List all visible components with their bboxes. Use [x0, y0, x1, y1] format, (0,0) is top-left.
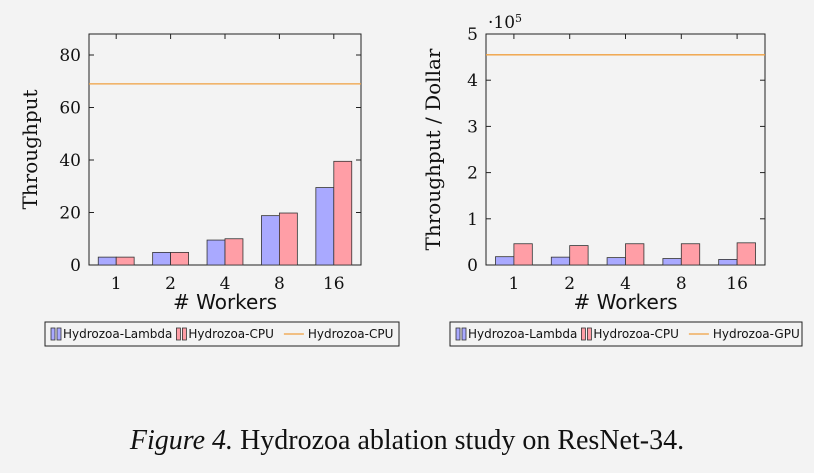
bar-hydrozoa-lambda — [152, 251, 171, 266]
plot-frame — [485, 33, 766, 266]
bar-hydrozoa-cpu — [333, 160, 353, 266]
legend-entry-label: Hydrozoa-CPU — [308, 327, 393, 341]
y-tick-label: 3 — [467, 117, 478, 137]
y-tick-label: 1 — [467, 210, 478, 230]
x-tick-label: 1 — [508, 274, 519, 294]
chart-panel-1: 0 20 40 60 80 1 2 4 8 16 # Workers Throughput Hydroz… — [18, 33, 400, 347]
bar-hydrozoa-cpu — [170, 251, 189, 266]
bar-hydrozoa-lambda — [315, 187, 335, 266]
x-tick-label: 8 — [676, 274, 687, 294]
caption-text: Hydrozoa ablation study on ResNet-34. — [233, 425, 685, 456]
legend-swatch-bar — [50, 327, 56, 341]
x-tick-label: 16 — [323, 274, 345, 294]
bar-hydrozoa-lambda — [261, 215, 280, 266]
y-axis-title: Throughput / Dollar — [421, 48, 445, 250]
bar-hydrozoa-cpu — [224, 238, 244, 266]
y-tick-label: 20 — [59, 204, 81, 224]
legend-entry-label: Hydrozoa-Lambda — [468, 327, 577, 341]
y-tick-label: 60 — [59, 99, 81, 119]
x-tick-label: 1 — [111, 274, 122, 294]
chart-panel-2: 0 1 2 3 4 5 1 2 4 8 16 # Workers Throughput / Dollar… — [421, 12, 803, 347]
bar-hydrozoa-lambda — [662, 258, 682, 266]
y-axis-title: Throughput — [18, 89, 42, 209]
y-tick-label: 40 — [59, 151, 81, 171]
y-tick-label: 5 — [467, 25, 478, 45]
legend-swatch-bar — [56, 327, 62, 341]
legend-entry-label: Hydrozoa-CPU — [188, 327, 273, 341]
bar-hydrozoa-lambda — [550, 256, 571, 266]
y-tick-label: 4 — [467, 71, 478, 91]
bar-hydrozoa-lambda — [206, 239, 226, 266]
legend-swatch-bar — [587, 327, 592, 341]
bar-hydrozoa-lambda — [97, 256, 117, 266]
legend-box — [449, 321, 803, 347]
y-tick-label: 80 — [59, 46, 81, 66]
x-axis-title: # Workers — [173, 290, 277, 314]
bar-hydrozoa-cpu — [736, 242, 756, 266]
bar-hydrozoa-lambda — [495, 256, 515, 266]
bar-hydrozoa-cpu — [278, 212, 298, 266]
legend-entry-label: Hydrozoa-CPU — [593, 327, 678, 341]
y-tick-label: 2 — [467, 164, 478, 184]
caption-label: Figure 4. — [129, 425, 234, 456]
legend-swatch-bar — [455, 327, 461, 341]
x-tick-label: 2 — [564, 274, 575, 294]
legend-swatch-bar — [176, 327, 181, 341]
bar-hydrozoa-cpu — [680, 243, 701, 266]
legend-entry-label: Hydrozoa-GPU — [713, 327, 800, 341]
bar-hydrozoa-lambda — [718, 259, 738, 266]
bar-hydrozoa-cpu — [115, 256, 135, 266]
legend-entry-label: Hydrozoa-Lambda — [63, 327, 172, 341]
x-tick-label: 8 — [274, 274, 285, 294]
x-tick-label: 4 — [620, 274, 631, 294]
legend-box — [44, 321, 400, 347]
bar-hydrozoa-cpu — [625, 243, 645, 266]
y-scale-multiplier: ·105 — [488, 12, 522, 33]
y-scale-exponent: 5 — [515, 12, 522, 25]
x-tick-label: 16 — [726, 274, 748, 294]
y-tick-label: 0 — [70, 256, 81, 276]
legend-swatch-bar — [461, 327, 467, 341]
y-tick-label: 0 — [467, 256, 478, 276]
x-tick-label: 2 — [165, 274, 176, 294]
legend-swatch-bar — [581, 327, 586, 341]
figure-caption: Figure 4. Hydrozoa ablation study on Res… — [0, 425, 814, 457]
legend-swatch-bar — [182, 327, 187, 341]
x-axis-title: # Workers — [574, 290, 678, 314]
bar-hydrozoa-cpu — [513, 243, 533, 266]
x-tick-label: 4 — [220, 274, 231, 294]
bar-hydrozoa-cpu — [569, 245, 589, 266]
bar-hydrozoa-lambda — [606, 257, 626, 266]
